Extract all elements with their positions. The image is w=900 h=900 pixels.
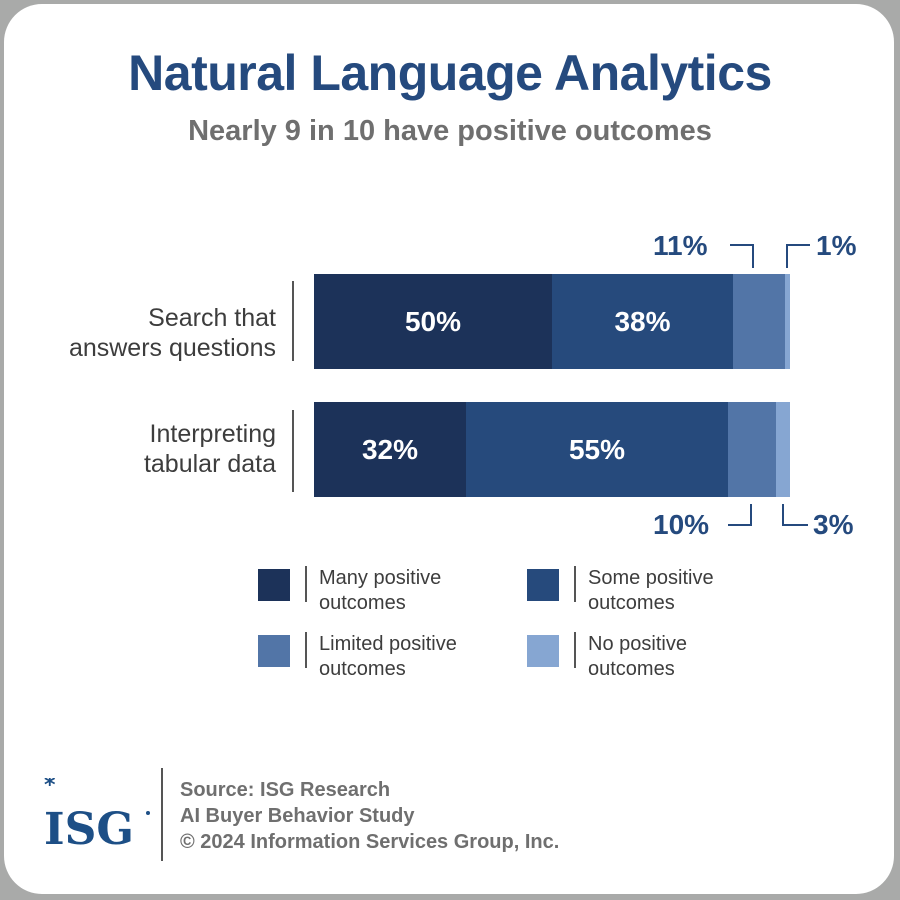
legend-swatch [527, 635, 559, 667]
segment-many: 50% [314, 274, 552, 369]
segment-limited [728, 402, 776, 497]
legend-swatch [258, 569, 290, 601]
svg-text:ISG: ISG [44, 804, 134, 848]
legend-swatch [258, 635, 290, 667]
row-label-tabular: Interpreting tabular data [143, 420, 276, 478]
segment-limited [733, 274, 785, 369]
callout-bracket [782, 504, 808, 526]
segment-some: 38% [552, 274, 733, 369]
bar-search: 50% 38% [314, 274, 790, 369]
bar-tabular: 32% 55% [314, 402, 790, 497]
callout-bracket [786, 244, 810, 268]
row-divider [292, 410, 294, 492]
segment-none [785, 274, 790, 369]
row-divider [292, 281, 294, 361]
source-text: Source: ISG Research AI Buyer Behavior S… [180, 779, 560, 853]
callout-bracket [728, 504, 752, 526]
isg-logo: * ISG [44, 773, 154, 855]
callout-none-search: 1% [816, 230, 857, 261]
legend-item-many: Many positive outcomes [258, 566, 441, 616]
chart-subtitle: Nearly 9 in 10 have positive outcomes [188, 115, 712, 147]
callout-bracket [730, 244, 754, 268]
chart-title: Natural Language Analytics [128, 45, 772, 101]
footer-divider [161, 768, 163, 861]
legend-item-none: No positive outcomes [527, 632, 687, 682]
row-label-search: Search that answers questions [68, 304, 276, 362]
segment-none [776, 402, 790, 497]
legend-swatch [527, 569, 559, 601]
segment-some: 55% [466, 402, 728, 497]
svg-text:*: * [44, 778, 56, 798]
callout-limited-tabular: 10% [653, 509, 710, 540]
legend-item-limited: Limited positive outcomes [258, 632, 457, 682]
callout-none-tabular: 3% [813, 509, 854, 540]
segment-many: 32% [314, 402, 466, 497]
callout-limited-search: 11% [653, 230, 708, 261]
legend-item-some: Some positive outcomes [527, 566, 714, 616]
